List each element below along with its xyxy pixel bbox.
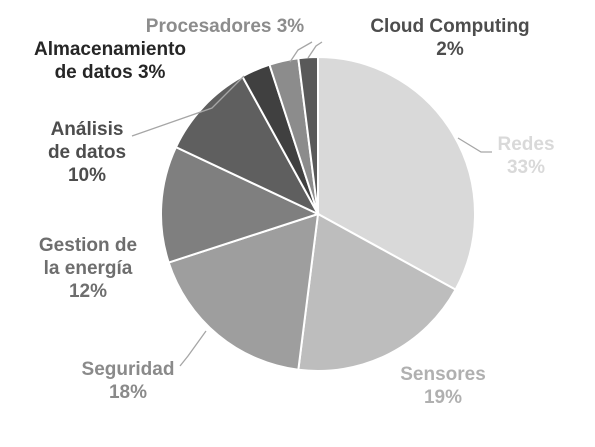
slice-label-procesadores: Procesadores 3%: [146, 16, 305, 37]
pie-slice-gestion-de-la-energ-a: [159, 145, 321, 264]
slice-label-line: 19%: [424, 387, 462, 408]
slice-label-line: 12%: [69, 281, 107, 302]
slice-labels: Redes 33% Sensores 19% Seguridad 18% Gestion d…: [34, 16, 555, 408]
slice-label-line: la energía: [44, 258, 133, 279]
slice-label-redes: Redes 33%: [497, 134, 554, 178]
slice-label-cloud-computing: Cloud Computing 2%: [370, 16, 529, 60]
slice-label-line: Almacenamiento: [34, 39, 186, 60]
slice-label-line: Sensores: [400, 364, 486, 385]
leader-line-cloud-computing: [307, 41, 323, 59]
slice-label-line: Seguridad: [82, 359, 175, 380]
slice-label-seguridad: Seguridad 18%: [82, 359, 175, 403]
slice-label-line: Redes: [497, 134, 554, 155]
slice-label-an-lisis-de-datos: Análisis de datos 10%: [48, 119, 126, 186]
slice-label-line: 33%: [507, 157, 545, 178]
slice-label-line: Gestion de: [39, 235, 137, 256]
pie-slice-sensores: [297, 212, 457, 372]
pie-slices: [159, 55, 476, 372]
slice-label-gestion-de-la-energ-a: Gestion de la energía 12%: [39, 235, 137, 302]
slice-label-line: 2%: [436, 39, 464, 60]
slice-label-line: Cloud Computing: [370, 16, 529, 37]
slice-label-line: Procesadores 3%: [146, 16, 305, 37]
leader-line-redes: [457, 137, 492, 153]
slice-label-almacenamiento-de-datos: Almacenamiento de datos 3%: [34, 39, 186, 83]
slice-label-line: Análisis: [51, 119, 124, 140]
slice-label-sensores: Sensores 19%: [400, 364, 486, 408]
pie-slice-an-lisis-de-datos: [174, 75, 321, 217]
slice-label-line: de datos: [48, 142, 126, 163]
slice-label-line: 18%: [109, 382, 147, 403]
leader-lines: [131, 41, 492, 367]
leader-line-seguridad: [179, 330, 207, 367]
slice-label-line: 10%: [68, 165, 106, 186]
pie-slice-seguridad: [167, 212, 320, 371]
leader-line-procesadores: [289, 41, 313, 63]
pie-slice-redes: [317, 55, 476, 291]
leader-line-an-lisis-de-datos: [131, 75, 245, 137]
slice-label-line: de datos 3%: [55, 62, 166, 83]
